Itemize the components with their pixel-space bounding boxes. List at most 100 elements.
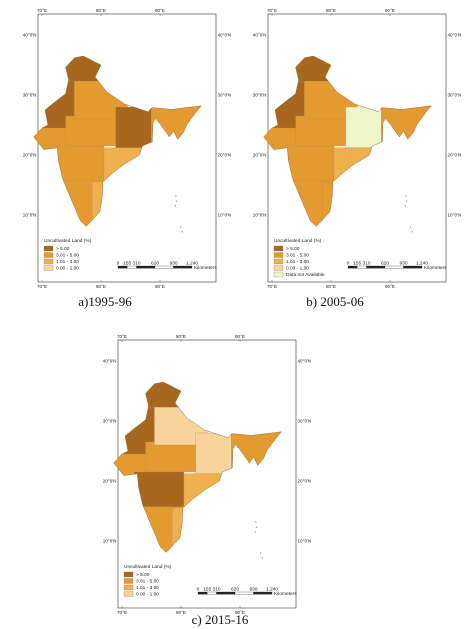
scale-label: 930 <box>249 587 257 593</box>
longitude-label: 80°E <box>96 8 106 13</box>
longitude-label: 90°E <box>235 610 245 615</box>
latitude-label: 40°0'N <box>448 33 462 38</box>
scale-label: 0 <box>197 587 200 593</box>
region <box>115 106 153 148</box>
region <box>65 115 116 147</box>
island <box>404 205 407 207</box>
latitude-label: 20°0'N <box>103 479 117 484</box>
island <box>174 205 177 207</box>
region <box>195 432 233 474</box>
longitude-label: 70°E <box>37 284 47 289</box>
legend-swatch <box>273 252 284 258</box>
island <box>411 231 414 233</box>
legend-swatch <box>273 265 284 271</box>
legend-label: Data not Available <box>286 272 325 278</box>
region <box>133 471 185 507</box>
longitude-label: 70°E <box>37 8 47 13</box>
legend-swatch <box>43 265 54 271</box>
longitude-label: 70°E <box>117 610 127 615</box>
scale-label: 620 <box>381 261 389 267</box>
legend-swatch <box>123 571 134 578</box>
latitude-label: 40°0'N <box>218 33 232 38</box>
scale-segment <box>173 265 193 269</box>
region <box>53 145 105 181</box>
island <box>179 226 182 228</box>
legend-label: > 5.00 <box>286 246 300 252</box>
scale-unit: Kilometers <box>274 591 297 597</box>
latitude-label: 10°0'N <box>253 213 267 218</box>
longitude-label: 70°E <box>117 334 127 339</box>
latitude-label: 20°0'N <box>448 153 462 158</box>
island <box>175 195 177 197</box>
region <box>283 145 335 181</box>
longitude-label: 90°E <box>385 284 395 289</box>
legend-label: 1.01 - 3.00 <box>286 259 309 265</box>
india-outline <box>113 381 282 553</box>
scale-unit: Kilometers <box>424 265 447 271</box>
scale-label: 1,240 <box>416 261 428 267</box>
scale-label: 155 <box>353 261 361 267</box>
legend-label: 1.01 - 3.00 <box>56 259 79 265</box>
longitude-label: 80°E <box>176 334 186 339</box>
region <box>145 441 196 473</box>
latitude-label: 10°0'N <box>103 539 117 544</box>
scale-label: 620 <box>151 261 159 267</box>
scale-label: 155 <box>203 587 211 593</box>
scale-segment <box>403 265 423 269</box>
longitude-label: 80°E <box>176 610 186 615</box>
longitude-label: 80°E <box>326 8 336 13</box>
latitude-label: 20°0'N <box>218 153 232 158</box>
scale-label: 310 <box>362 261 370 267</box>
panel-caption: c) 2015-16 <box>192 612 249 627</box>
legend-label: > 5.00 <box>136 572 150 578</box>
legend-label: 0.00 - 1.00 <box>56 266 79 272</box>
scale-label: 310 <box>212 587 220 593</box>
longitude-label: 80°E <box>96 284 106 289</box>
legend-swatch <box>43 258 54 265</box>
island <box>259 552 262 554</box>
scale-label: 930 <box>399 261 407 267</box>
map-panel: 70°E 70°E 80°E 80°E 90°E 90°E 40°0'N 40°0'N 30°0… <box>23 8 232 289</box>
island <box>261 557 264 559</box>
latitude-label: 10°0'N <box>218 213 232 218</box>
scale-label: 310 <box>132 261 140 267</box>
legend-label: > 5.00 <box>56 246 70 252</box>
island <box>175 200 178 202</box>
island <box>255 521 257 523</box>
legend-swatch <box>123 578 134 584</box>
latitude-label: 30°0'N <box>218 93 232 98</box>
latitude-label: 30°0'N <box>253 93 267 98</box>
legend-title: Uncultivated Land (%) <box>44 238 92 244</box>
region <box>345 106 383 148</box>
longitude-label: 90°E <box>235 334 245 339</box>
latitude-label: 30°0'N <box>298 419 312 424</box>
scale-label: 0 <box>347 261 350 267</box>
legend-swatch <box>43 245 54 252</box>
longitude-label: 70°E <box>267 284 277 289</box>
latitude-label: 30°0'N <box>23 93 37 98</box>
latitude-label: 10°0'N <box>23 213 37 218</box>
legend-label: 1.01 - 3.00 <box>136 585 159 591</box>
island <box>255 526 258 528</box>
scale-label: 0 <box>117 261 120 267</box>
longitude-label: 90°E <box>155 284 165 289</box>
latitude-label: 30°0'N <box>103 419 117 424</box>
longitude-label: 90°E <box>155 8 165 13</box>
latitude-label: 30°0'N <box>448 93 462 98</box>
latitude-label: 40°0'N <box>253 33 267 38</box>
scale-label: 620 <box>231 587 239 593</box>
legend-swatch <box>123 584 134 591</box>
latitude-label: 20°0'N <box>298 479 312 484</box>
legend-swatch <box>273 245 284 252</box>
latitude-label: 20°0'N <box>253 153 267 158</box>
legend-swatch <box>43 252 54 258</box>
scale-label: 1,240 <box>266 587 278 593</box>
legend-label: 3.01 - 5.00 <box>56 253 79 259</box>
india-outline <box>33 55 202 227</box>
legend-label: 3.01 - 5.00 <box>286 253 309 259</box>
india-outline <box>263 55 432 227</box>
map-panel: 70°E 70°E 80°E 80°E 90°E 90°E 40°0'N 40°0'N 30°0… <box>253 8 462 289</box>
panel-caption: a)1995-96 <box>78 294 132 309</box>
legend-swatch <box>123 591 134 597</box>
island <box>409 226 412 228</box>
